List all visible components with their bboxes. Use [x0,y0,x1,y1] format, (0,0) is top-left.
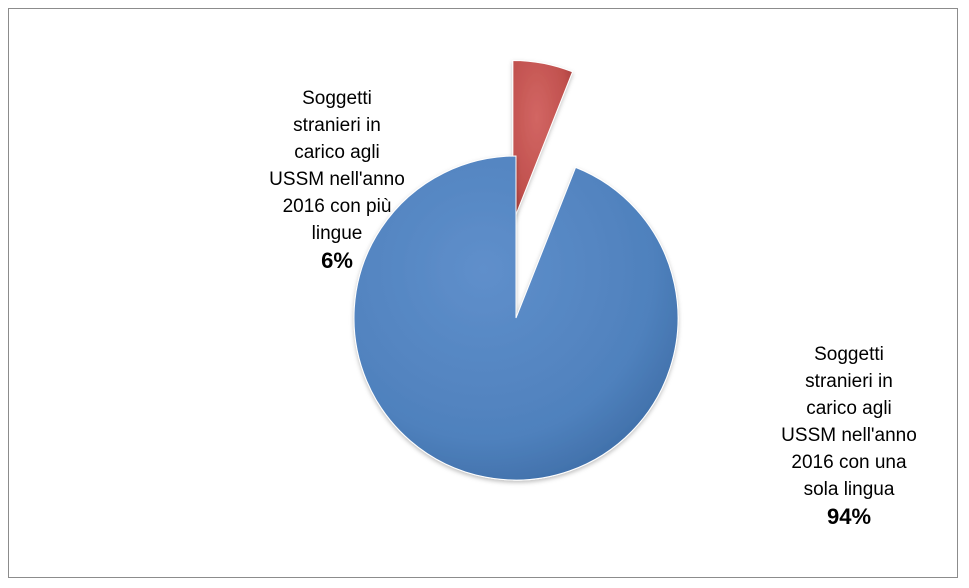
slice-label-single-language: Soggetti stranieri in carico agli USSM n… [734,314,964,558]
slice-percent-label: 94% [826,504,872,529]
pie-slice-1 [353,155,679,481]
slice-label-text: Soggetti stranieri in carico agli USSM n… [781,344,917,500]
pie-slice-0 [512,59,574,223]
slice-percent-label: 6% [321,248,353,273]
slice-label-text: Soggetti stranieri in carico agli USSM n… [269,88,405,244]
slice-label-multi-language: Soggetti stranieri in carico agli USSM n… [232,58,442,302]
